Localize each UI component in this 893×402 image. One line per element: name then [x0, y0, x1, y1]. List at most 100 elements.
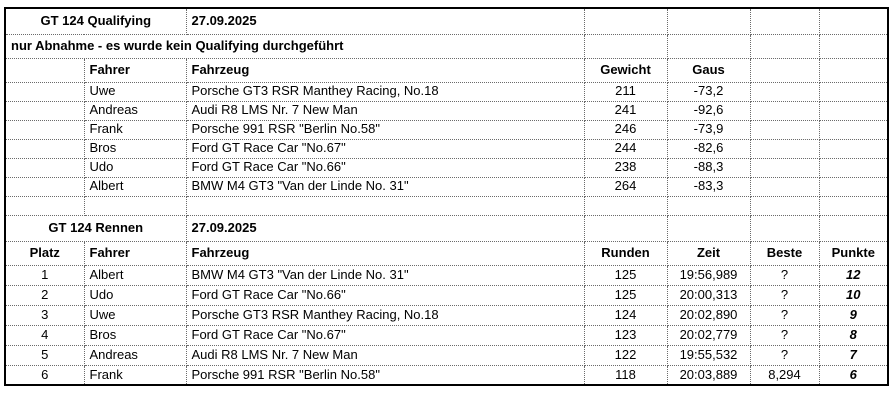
fahrzeug-cell: Ford GT Race Car "No.67": [185, 324, 585, 346]
empty-cell: [666, 195, 751, 216]
empty-cell: [583, 214, 668, 242]
gewicht-cell: 241: [583, 100, 668, 121]
qualifying-header-fahrzeug: Fahrzeug: [185, 57, 585, 83]
platz-cell: 3: [4, 304, 85, 326]
rennen-header-runden: Runden: [583, 240, 668, 266]
zeit-cell: 20:02,890: [666, 304, 751, 326]
rennen-header-beste: Beste: [749, 240, 820, 266]
fahrer-cell: Uwe: [83, 81, 187, 102]
qualifying-note: nur Abnahme - es wurde kein Qualifying d…: [4, 33, 585, 59]
fahrer-cell: Frank: [83, 119, 187, 140]
platz-cell: 1: [4, 264, 85, 286]
gaus-cell: -73,2: [666, 81, 751, 102]
empty-cell: [749, 119, 820, 140]
empty-cell: [4, 100, 85, 121]
qualifying-title-row: GT 124 Qualifying 27.09.2025: [4, 7, 889, 35]
empty-cell: [185, 195, 585, 216]
rennen-row: 4 Bros Ford GT Race Car "No.67" 123 20:0…: [4, 324, 889, 346]
empty-cell: [818, 214, 889, 242]
rennen-title-row: GT 124 Rennen 27.09.2025: [4, 214, 889, 242]
rennen-header-punkte: Punkte: [818, 240, 889, 266]
punkte-cell: 6: [818, 364, 889, 386]
rennen-row: 2 Udo Ford GT Race Car "No.66" 125 20:00…: [4, 284, 889, 306]
gewicht-cell: 264: [583, 176, 668, 197]
empty-cell: [818, 7, 889, 35]
empty-cell: [583, 195, 668, 216]
empty-cell: [818, 195, 889, 216]
empty-cell: [583, 33, 668, 59]
zeit-cell: 20:02,779: [666, 324, 751, 346]
beste-cell: ?: [749, 304, 820, 326]
fahrzeug-cell: Porsche GT3 RSR Manthey Racing, No.18: [185, 81, 585, 102]
runden-cell: 125: [583, 284, 668, 306]
beste-cell: ?: [749, 324, 820, 346]
empty-cell: [749, 81, 820, 102]
empty-cell: [749, 100, 820, 121]
empty-cell: [4, 195, 85, 216]
empty-cell: [749, 176, 820, 197]
fahrer-cell: Uwe: [83, 304, 187, 326]
platz-cell: 5: [4, 344, 85, 366]
qualifying-header-gewicht: Gewicht: [583, 57, 668, 83]
punkte-cell: 7: [818, 344, 889, 366]
qualifying-row: Andreas Audi R8 LMS Nr. 7 New Man 241 -9…: [4, 100, 889, 121]
empty-cell: [4, 119, 85, 140]
runden-cell: 122: [583, 344, 668, 366]
rennen-row: 1 Albert BMW M4 GT3 "Van der Linde No. 3…: [4, 264, 889, 286]
runden-cell: 118: [583, 364, 668, 386]
fahrzeug-cell: Porsche GT3 RSR Manthey Racing, No.18: [185, 304, 585, 326]
platz-cell: 6: [4, 364, 85, 386]
gewicht-cell: 211: [583, 81, 668, 102]
results-sheet: GT 124 Qualifying 27.09.2025 nur Abnahme…: [4, 7, 889, 386]
empty-cell: [749, 138, 820, 159]
runden-cell: 123: [583, 324, 668, 346]
punkte-cell: 8: [818, 324, 889, 346]
fahrzeug-cell: Ford GT Race Car "No.66": [185, 157, 585, 178]
qualifying-header-fahrer: Fahrer: [83, 57, 187, 83]
rennen-title: GT 124 Rennen: [4, 214, 187, 242]
gaus-cell: -92,6: [666, 100, 751, 121]
fahrer-cell: Bros: [83, 138, 187, 159]
rennen-row: 5 Andreas Audi R8 LMS Nr. 7 New Man 122 …: [4, 344, 889, 366]
empty-cell: [666, 33, 751, 59]
rennen-header-row: Platz Fahrer Fahrzeug Runden Zeit Beste …: [4, 240, 889, 266]
qualifying-header-row: Fahrer Fahrzeug Gewicht Gaus: [4, 57, 889, 83]
empty-cell: [818, 119, 889, 140]
gaus-cell: -73,9: [666, 119, 751, 140]
empty-cell: [749, 33, 820, 59]
empty-cell: [818, 100, 889, 121]
beste-cell: 8,294: [749, 364, 820, 386]
qualifying-row: Frank Porsche 991 RSR "Berlin No.58" 246…: [4, 119, 889, 140]
fahrer-cell: Albert: [83, 264, 187, 286]
gewicht-cell: 246: [583, 119, 668, 140]
fahrer-cell: Udo: [83, 157, 187, 178]
beste-cell: ?: [749, 264, 820, 286]
punkte-cell: 10: [818, 284, 889, 306]
fahrzeug-cell: Audi R8 LMS Nr. 7 New Man: [185, 100, 585, 121]
qualifying-row: Udo Ford GT Race Car "No.66" 238 -88,3: [4, 157, 889, 178]
fahrer-cell: Udo: [83, 284, 187, 306]
gewicht-cell: 244: [583, 138, 668, 159]
fahrzeug-cell: BMW M4 GT3 "Van der Linde No. 31": [185, 176, 585, 197]
gaus-cell: -88,3: [666, 157, 751, 178]
empty-cell: [4, 176, 85, 197]
zeit-cell: 20:03,889: [666, 364, 751, 386]
fahrer-cell: Bros: [83, 324, 187, 346]
fahrzeug-cell: Porsche 991 RSR "Berlin No.58": [185, 119, 585, 140]
qualifying-date: 27.09.2025: [185, 7, 585, 35]
zeit-cell: 19:56,989: [666, 264, 751, 286]
empty-cell: [583, 7, 668, 35]
empty-cell: [818, 81, 889, 102]
empty-cell: [818, 57, 889, 83]
fahrzeug-cell: Audi R8 LMS Nr. 7 New Man: [185, 344, 585, 366]
gaus-cell: -82,6: [666, 138, 751, 159]
runden-cell: 124: [583, 304, 668, 326]
empty-cell: [666, 214, 751, 242]
empty-cell: [749, 7, 820, 35]
rennen-row: 3 Uwe Porsche GT3 RSR Manthey Racing, No…: [4, 304, 889, 326]
empty-cell: [4, 138, 85, 159]
spacer-row: [4, 195, 889, 216]
rennen-row: 6 Frank Porsche 991 RSR "Berlin No.58" 1…: [4, 364, 889, 386]
empty-cell: [666, 7, 751, 35]
